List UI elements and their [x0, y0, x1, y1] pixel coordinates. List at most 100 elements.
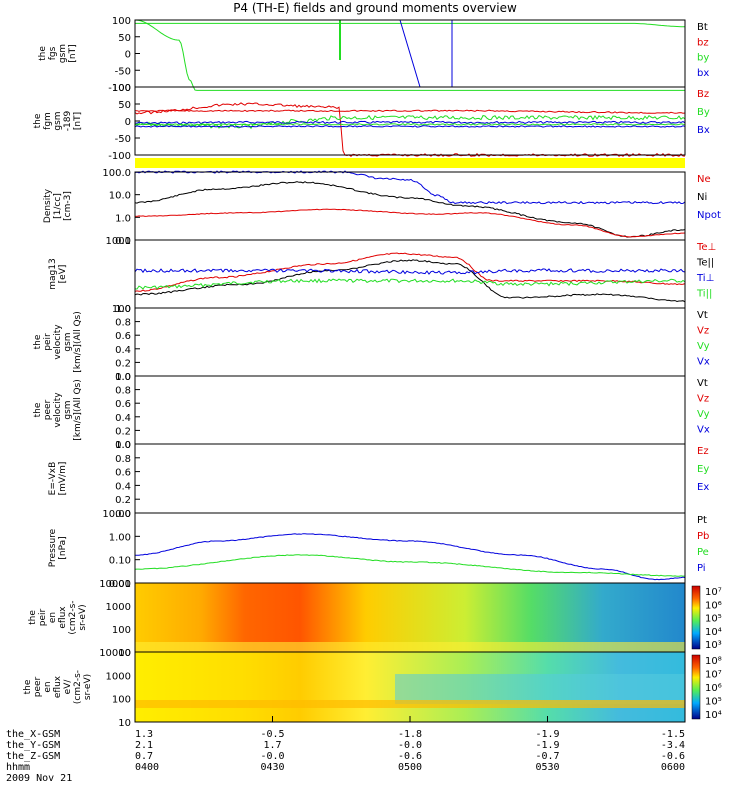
- peer_vel-ylabel: the: [33, 402, 43, 417]
- temp-legend-Te⊥: Te⊥: [696, 242, 716, 253]
- efield-ytick: 1.0: [115, 440, 131, 451]
- pressure-ytick: 0.10: [109, 556, 131, 567]
- fgs-legend-bz: bz: [697, 37, 709, 48]
- efield-ytick: 0.0: [115, 509, 131, 520]
- peer-colorbar-tick: 10⁶: [705, 683, 722, 694]
- temp-tepar-curve: [134, 259, 686, 303]
- peer_vel-legend-Vt: Vt: [697, 378, 708, 389]
- fgm-ytick: 50: [118, 100, 131, 111]
- ephem-label: the_Z-GSM: [6, 751, 60, 762]
- fgm-ytick: -100: [108, 151, 131, 162]
- density-legend-Ni: Ni: [697, 192, 707, 203]
- peir_spec-ytick: 100: [112, 625, 131, 636]
- density-ylabel: Density: [43, 188, 53, 223]
- efield-legend-Ex: Ex: [697, 482, 709, 493]
- ephem-value: 0500: [398, 762, 422, 773]
- fgm-ytick: 0: [125, 117, 131, 128]
- peir_vel-legend-Vy: Vy: [697, 341, 710, 352]
- peer_vel-legend-Vy: Vy: [697, 409, 710, 420]
- ephem-value: 0600: [661, 762, 685, 773]
- peir-colorbar-tick: 10³: [705, 640, 722, 651]
- peir-spectrogram-low: [135, 642, 685, 652]
- fgm-ylabel: fgm: [43, 112, 53, 130]
- peer-colorbar-tick: 10⁸: [705, 656, 722, 667]
- peir-spectrogram: [135, 583, 685, 652]
- peir_vel-legend-Vz: Vz: [697, 326, 709, 337]
- fgm-ylabel: [nT]: [73, 112, 83, 130]
- peir_spec-ytick: 1000: [106, 602, 131, 613]
- peir_spec-ylabel: (cm2-s-: [68, 600, 78, 634]
- peir-colorbar-tick: 10⁴: [705, 627, 722, 638]
- peir_vel-ytick: 0.6: [115, 331, 131, 342]
- peir_vel-legend-Vt: Vt: [697, 310, 708, 321]
- fgm-bx-curve: [134, 120, 686, 125]
- ephem-value: 0430: [260, 762, 284, 773]
- pressure-pe-curve: [134, 554, 685, 577]
- peir_vel-ylabel: [km/s](All Qs): [73, 311, 83, 373]
- peer_vel-legend-Vx: Vx: [697, 425, 710, 436]
- ephem-value: 2.1: [135, 740, 153, 751]
- peir_spec-ylabel: peir: [38, 608, 48, 626]
- page-title: P4 (TH-E) fields and ground moments over…: [233, 1, 517, 15]
- density-ytick: 0.1: [115, 236, 131, 247]
- fgs-ylabel: the: [38, 46, 48, 61]
- pressure-ylabel: [nPa]: [58, 536, 68, 559]
- data-quality-bar: [135, 158, 685, 168]
- peer_spec-ytick: 100: [112, 695, 131, 706]
- ephem-label: hhmm: [6, 762, 30, 773]
- ephem-label: the_Y-GSM: [6, 740, 60, 751]
- peer_spec-ylabel: eflux: [53, 675, 63, 698]
- fgm-ytick: 100: [112, 83, 131, 94]
- pressure-legend-Pb: Pb: [697, 531, 709, 542]
- peir-colorbar: [691, 585, 701, 650]
- peir-colorbar-tick: 10⁷: [705, 587, 722, 598]
- fgm-by-curve: [134, 114, 686, 130]
- peir_spec-ytick: 10: [118, 648, 131, 659]
- peir_vel-legend-Vx: Vx: [697, 357, 710, 368]
- temp-teperp-curve: [134, 252, 686, 292]
- fgm-legend-Bz: Bz: [697, 89, 709, 100]
- peir_vel-ytick: 0.0: [115, 372, 131, 383]
- temp-ylabel: mag13: [48, 258, 58, 289]
- fgm-bz-curve2: [134, 109, 686, 114]
- temp-tipar-curve: [134, 278, 686, 290]
- peir-colorbar-tick: 10⁶: [705, 600, 722, 611]
- fgm-ylabel: the: [33, 113, 43, 128]
- fgs-legend-bx: bx: [697, 68, 709, 79]
- peer_spec-ylabel: en: [43, 681, 53, 692]
- peer_vel-ylabel: peer: [43, 399, 53, 420]
- efield-legend-Ey: Ey: [697, 464, 709, 475]
- density-npot-curve: [134, 170, 686, 205]
- density-legend-Ne: Ne: [697, 174, 711, 185]
- efield-ylabel: [mV/m]: [58, 462, 68, 496]
- peer_spec-ytick: 10: [118, 718, 131, 729]
- ephem-value: -1.5: [661, 729, 685, 740]
- ephem-value: 0400: [135, 762, 159, 773]
- peir_vel-ylabel: peir: [43, 333, 53, 351]
- peer_vel-ylabel: gsm: [63, 400, 73, 419]
- density-ytick: 1.0: [115, 213, 131, 224]
- density-ytick: 10.0: [109, 191, 131, 202]
- fgm-by-curve2: [134, 123, 686, 126]
- ephem-value: -0.6: [398, 751, 422, 762]
- pressure-ytick: 1.00: [109, 532, 131, 543]
- density-ne-curve: [134, 208, 686, 238]
- ephem-value: -0.6: [661, 751, 685, 762]
- efield-ytick: 0.2: [115, 495, 131, 506]
- fgs-ylabel: fgs: [48, 46, 58, 60]
- ephem-value: 0530: [535, 762, 559, 773]
- peer_vel-ytick: 0.2: [115, 426, 131, 437]
- density-ylabel: [cm-3]: [63, 191, 73, 221]
- ephem-value: -0.0: [260, 751, 284, 762]
- temp-ylabel: [eV]: [58, 265, 68, 284]
- pressure-pi-curve: [134, 533, 686, 581]
- peer-spectrogram-low: [135, 700, 685, 708]
- temp-tiperp-curve: [134, 268, 686, 275]
- efield-legend-Ez: Ez: [697, 446, 709, 457]
- peer_vel-ytick: 0.6: [115, 399, 131, 410]
- peir_spec-ylabel: eflux: [58, 606, 68, 629]
- pressure-ytick: 10.00: [102, 509, 131, 520]
- fgm-ylabel: -189: [63, 111, 73, 132]
- fgs-ytick: 100: [112, 16, 131, 27]
